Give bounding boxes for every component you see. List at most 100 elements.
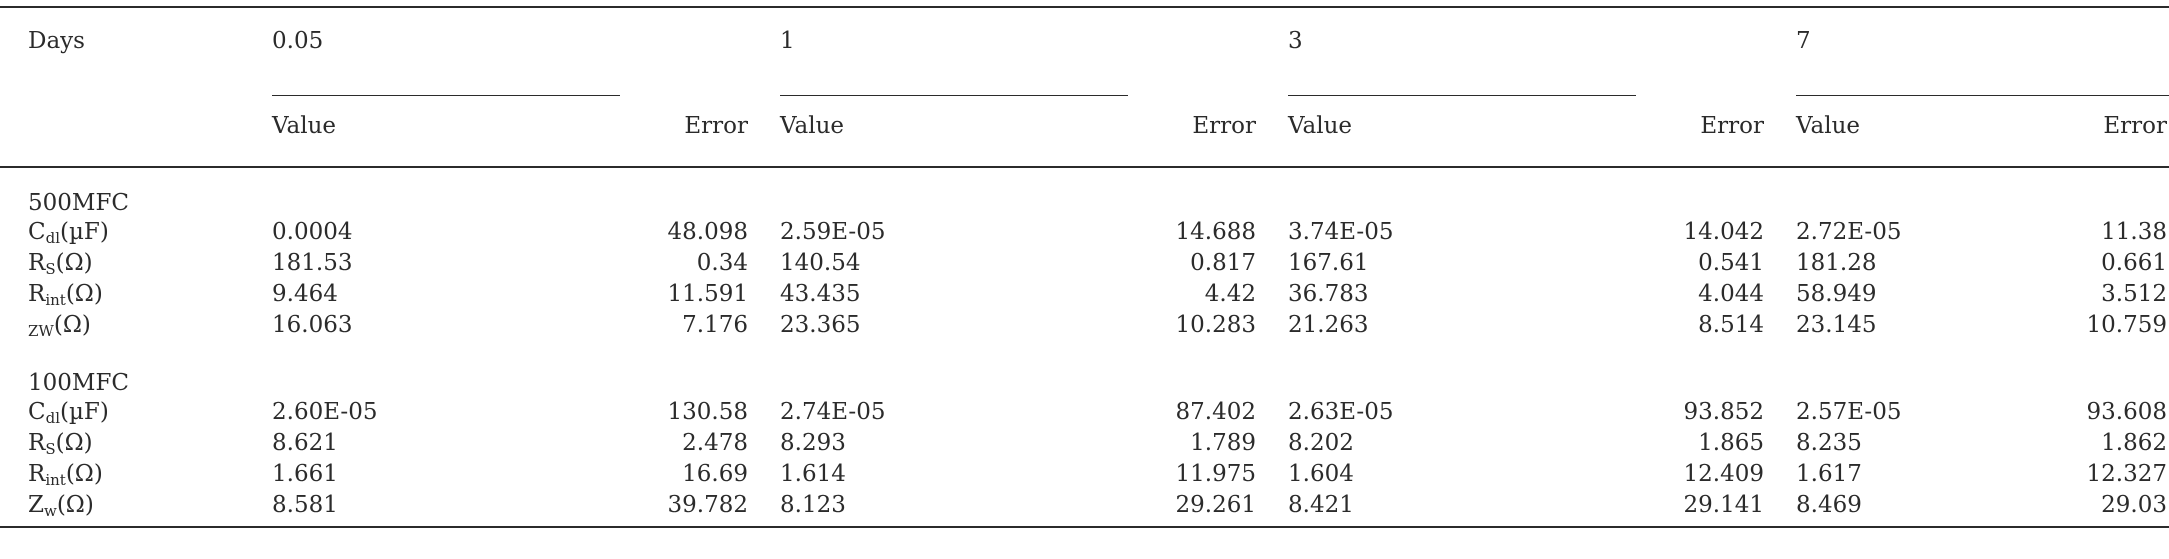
error-cell: 0.661 [2101,249,2167,276]
group-name: 500MFC [28,190,130,216]
data-table: Days 0.05 1 3 7 Value Error Value E [0,6,2169,528]
parameter-symbol: R [28,460,46,487]
error-cell: 12.327 [2086,460,2167,487]
error-cell: 12.409 [1683,460,1764,487]
value-label: Value [272,113,336,139]
error-label: Error [684,113,748,139]
error-cell: 1.862 [2101,429,2167,456]
error-cell: 39.782 [667,491,748,518]
error-cell: 7.176 [682,311,748,338]
value-cell: 3.74E-05 [1288,218,1394,245]
error-cell: 14.688 [1175,218,1256,245]
value-cell: 2.59E-05 [780,218,886,245]
error-cell: 87.402 [1175,398,1256,425]
parameter-label: Rint(Ω) [0,458,272,489]
value-cell: 8.469 [1796,491,1862,518]
value-cell: 36.783 [1288,280,1369,307]
parameter-label: Zw(Ω) [0,489,272,520]
error-cell: 1.865 [1698,429,1764,456]
error-cell: 8.514 [1698,311,1764,338]
value-cell: 181.53 [272,249,353,276]
value-cell: 8.581 [272,491,338,518]
value-cell: 8.202 [1288,429,1354,456]
parameter-subscript: w [43,501,57,520]
error-cell: 29.261 [1175,491,1256,518]
value-cell: 8.293 [780,429,846,456]
days-label: Days [28,28,85,54]
parameter-subscript: int [45,470,66,489]
value-label: Value [1288,113,1352,139]
parameter-symbol: C [28,218,46,245]
day-value: 3 [1288,28,1303,54]
value-cell: 2.57E-05 [1796,398,1902,425]
group-row: 100MFC [0,348,2169,396]
error-cell: 10.759 [2086,311,2167,338]
day-value: 0.05 [272,28,324,54]
error-cell: 29.03 [2101,491,2167,518]
value-cell: 1.661 [272,460,338,487]
group-row: 500MFC [0,167,2169,216]
value-cell: 21.263 [1288,311,1369,338]
parameter-symbol: R [28,429,46,456]
parameter-subscript: dl [45,228,61,247]
parameter-unit: (Ω) [55,249,93,276]
parameter-label: Cdl(µF) [0,396,272,427]
error-cell: 16.69 [682,460,748,487]
value-cell: 1.604 [1288,460,1354,487]
parameter-unit: (Ω) [53,311,91,338]
table-row: Cdl(µF) 0.0004 48.098 2.59E-05 14.688 3.74E-0… [0,216,2169,247]
value-cell: 43.435 [780,280,861,307]
error-label: Error [1700,113,1764,139]
day-header: 0.05 [272,8,780,96]
parameter-label: ZW(Ω) [0,309,272,340]
table-row: Rint(Ω) 1.661 16.69 1.614 11.975 1.604 12.409 1… [0,458,2169,489]
error-cell: 93.852 [1683,398,1764,425]
error-cell: 0.817 [1190,249,1256,276]
value-cell: 2.72E-05 [1796,218,1902,245]
error-cell: 1.789 [1190,429,1256,456]
value-cell: 16.063 [272,311,353,338]
group-rule [1288,95,1636,96]
parameter-symbol: Z [28,491,44,518]
value-cell: 140.54 [780,249,861,276]
group-rule [272,95,620,96]
value-cell: 2.63E-05 [1288,398,1394,425]
value-cell: 1.617 [1796,460,1862,487]
error-cell: 3.512 [2101,280,2167,307]
table-row: RS(Ω) 181.53 0.34 140.54 0.817 167.61 0.541 181… [0,247,2169,278]
day-value: 7 [1796,28,1811,54]
day-value: 1 [780,28,795,54]
error-cell: 2.478 [682,429,748,456]
parameter-label: RS(Ω) [0,247,272,278]
value-label: Value [780,113,844,139]
parameter-unit: (Ω) [56,491,94,518]
value-cell: 8.421 [1288,491,1354,518]
table-row: Rint(Ω) 9.464 11.591 43.435 4.42 36.783 4.044 5… [0,278,2169,309]
group-rule [1796,95,2169,96]
value-cell: 167.61 [1288,249,1369,276]
error-cell: 10.283 [1175,311,1256,338]
error-cell: 14.042 [1683,218,1764,245]
day-header: 3 [1288,8,1796,96]
day-header: 1 [780,8,1288,96]
parameter-unit: (µF) [60,398,109,425]
parameter-subscript: ZW [28,321,54,340]
value-cell: 8.235 [1796,429,1862,456]
value-label: Value [1796,113,1860,139]
parameter-subscript: int [45,290,66,309]
table-row: ZW(Ω) 16.063 7.176 23.365 10.283 21.263 8.514 2… [0,309,2169,340]
error-cell: 11.38 [2101,218,2167,245]
error-cell: 11.975 [1175,460,1256,487]
value-cell: 23.145 [1796,311,1877,338]
group-rule [780,95,1128,96]
value-error-row: Value Error Value Error Value Error Valu… [0,90,2169,154]
parameter-unit: (Ω) [65,280,103,307]
error-cell: 11.591 [667,280,748,307]
value-cell: 0.0004 [272,218,353,245]
value-cell: 2.74E-05 [780,398,886,425]
error-cell: 130.58 [667,398,748,425]
parameter-label: Rint(Ω) [0,278,272,309]
error-cell: 29.141 [1683,491,1764,518]
table-row: Cdl(µF) 2.60E-05 130.58 2.74E-05 87.402 2.63E… [0,396,2169,427]
table-body: 500MFC Cdl(µF) 0.0004 48.098 2.59E-05 14.688 3… [0,167,2169,528]
